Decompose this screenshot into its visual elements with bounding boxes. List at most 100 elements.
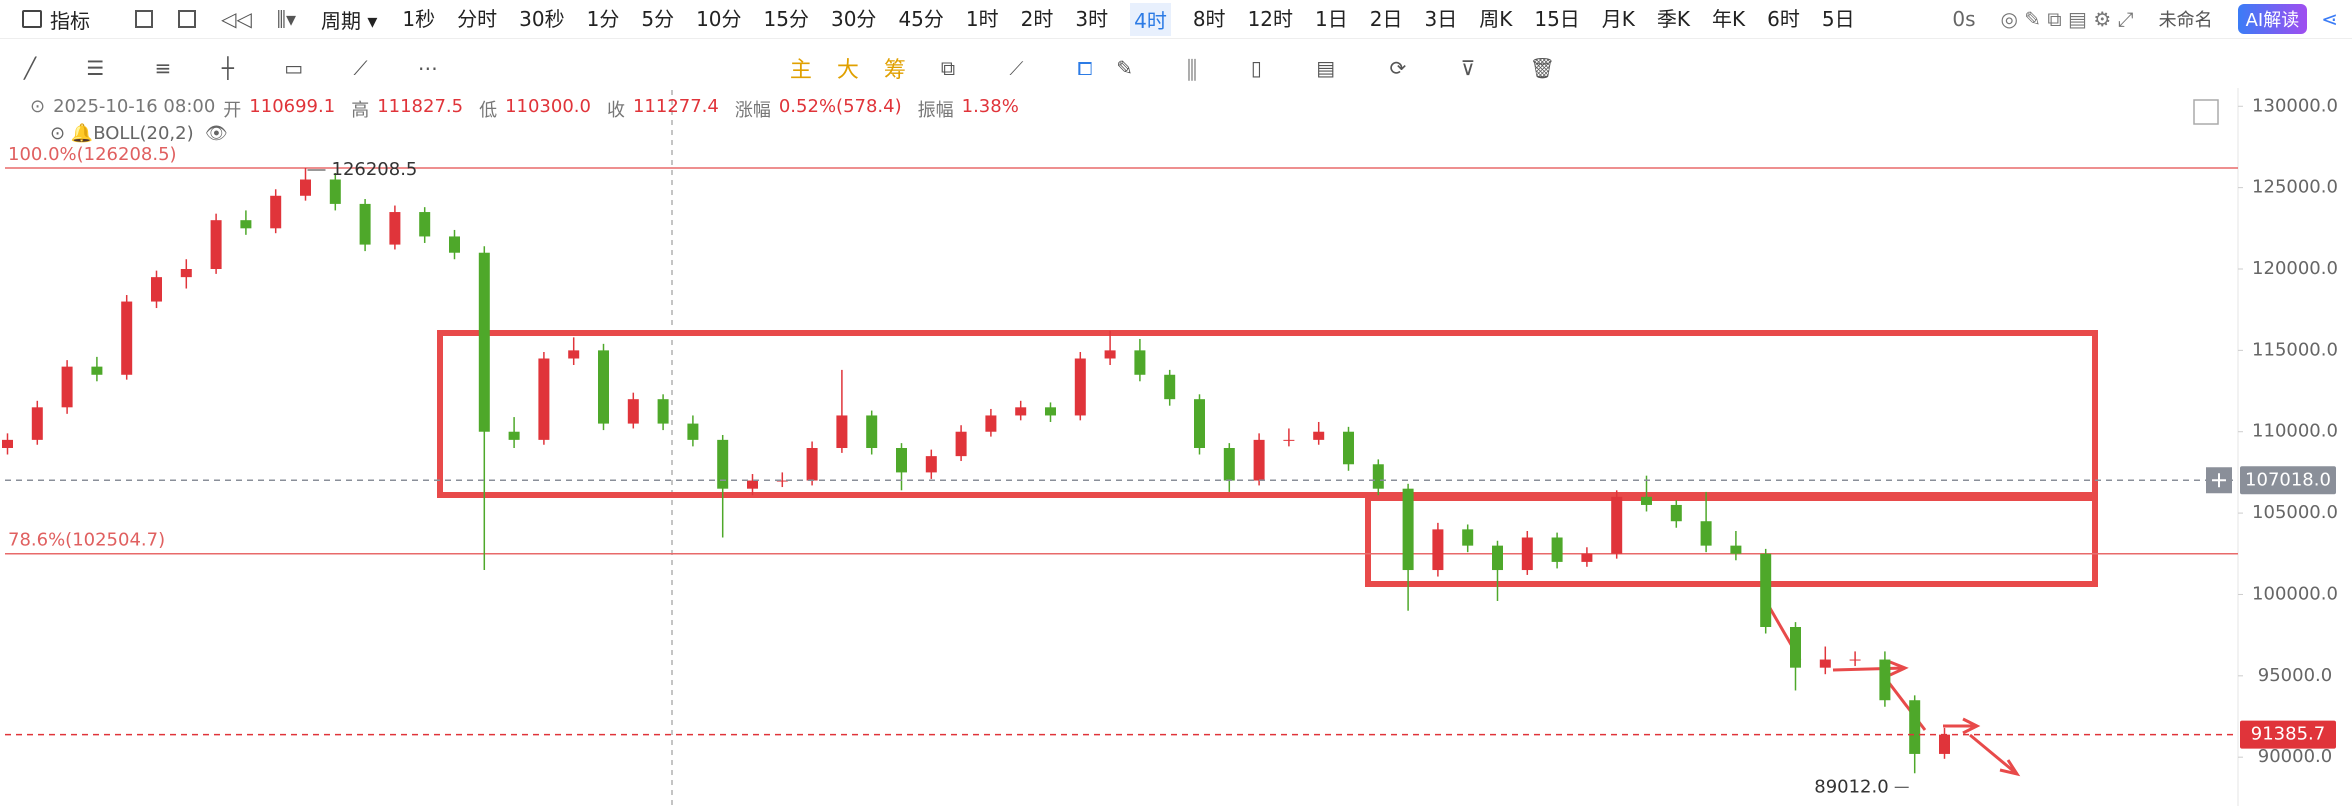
candle-body (1402, 488, 1414, 571)
trend-arrows (1765, 602, 2021, 777)
info-label: 振幅 (917, 100, 954, 121)
y-tick-label: 125000.0 (2252, 177, 2338, 198)
period-option[interactable]: 30分 (830, 6, 877, 31)
candle-body (896, 448, 907, 473)
main-chart-button[interactable]: 主 (789, 58, 812, 83)
candle-body (538, 358, 550, 440)
icon[interactable]: ◁◁ (221, 7, 252, 31)
chips-button[interactable]: 筹 (883, 58, 906, 83)
candle-body (1343, 431, 1354, 465)
candle-body (627, 399, 639, 424)
icon[interactable] (135, 10, 153, 28)
more-tools[interactable]: ⧉ ⟋ ⧠✎ ⫼ ▯ ▤ ⟳ ⊽ 🗑 (940, 56, 1580, 80)
candle-body (836, 415, 848, 448)
period-option[interactable]: 1时 (965, 6, 999, 31)
icon[interactable] (178, 10, 196, 28)
candle-body (925, 456, 937, 473)
candle-body (1134, 350, 1146, 375)
period-option[interactable]: 30秒 (519, 6, 565, 31)
candle-body (180, 269, 192, 278)
y-tick-label: 120000.0 (2252, 258, 2338, 279)
period-option[interactable]: 45分 (898, 6, 944, 31)
info-label: ⊙ (30, 96, 46, 117)
period-option[interactable]: 12时 (1247, 6, 1294, 31)
icon[interactable]: ◎ ✎ ⧉ ▤ ⚙ ⤢ (2000, 7, 2134, 31)
info-label: 涨幅 (734, 100, 771, 121)
fib-label: 78.6%(102504.7) (8, 530, 165, 551)
period-option[interactable]: 1秒 (402, 6, 436, 31)
high-label: 126208.5 (332, 159, 418, 180)
candle-body (1074, 358, 1086, 416)
period-option[interactable]: 月K (1601, 6, 1635, 31)
candle-body (1104, 350, 1116, 359)
period-option[interactable]: 8时 (1192, 6, 1226, 31)
add-icon (2212, 473, 2226, 488)
indicator-legend: ⊙ 🔔BOLL(20,2) 👁 (50, 123, 228, 144)
period-option[interactable]: 5日 (1821, 6, 1855, 31)
candle-body (1670, 504, 1682, 522)
info-label: 低 (479, 100, 498, 121)
fib-label: 100.0%(126208.5) (8, 144, 177, 165)
period-option[interactable]: 3时 (1075, 6, 1109, 31)
candle-body (1849, 659, 1861, 661)
candle-body (449, 236, 460, 253)
period-option[interactable]: 季K (1656, 6, 1691, 31)
info-label: 收 (606, 100, 625, 121)
period-option[interactable]: 15分 (763, 6, 809, 31)
candle-body (1045, 407, 1056, 416)
info-value: 0.52%(578.4) (778, 96, 902, 117)
candle-body (955, 431, 967, 457)
candle-body (776, 480, 788, 482)
layout-name[interactable]: 未命名 (2158, 10, 2213, 31)
datetime: 2025-10-16 08:00 (53, 96, 216, 117)
low-label: 89012.0 (1814, 776, 1888, 797)
candle-body (1223, 448, 1235, 481)
share-icon[interactable]: ⋖ (2321, 7, 2338, 31)
candle-body (747, 480, 758, 489)
period-option[interactable]: 2时 (1020, 6, 1054, 31)
drawing-toolbar: ╱ ☰ ≡ ┼ ▭ ⟋ ⋯ 主 大 筹 ⧉ ⟋ ⧠✎ ⫼ ▯ ▤ ⟳ ⊽ 🗑 (0, 48, 2352, 88)
period-option[interactable]: 分时 (457, 6, 498, 31)
period-option[interactable]: 10分 (696, 6, 742, 31)
candle-body (1581, 553, 1593, 562)
candle-body (1790, 627, 1801, 668)
candle-body (61, 366, 73, 408)
big-order-button[interactable]: 大 (836, 58, 859, 83)
candle-body (1909, 700, 1921, 754)
fullscreen-button[interactable] (2193, 99, 2219, 125)
period-option[interactable]: 周K (1479, 6, 1513, 31)
period-option[interactable]: 2日 (1369, 6, 1403, 31)
icon[interactable]: ⫼▾ (276, 7, 297, 31)
candle-body (300, 179, 311, 196)
period-option[interactable]: 15日 (1534, 6, 1580, 31)
ai-button[interactable]: AI解读 (2237, 4, 2308, 34)
candle-body (1164, 374, 1176, 400)
candle-body (1819, 659, 1831, 668)
range-box (1365, 495, 2098, 587)
candle-body (1313, 431, 1325, 440)
candle-body (240, 220, 252, 229)
candle-body (91, 366, 103, 375)
indicator-button[interactable]: 指标 (50, 8, 90, 33)
candle-body (1492, 545, 1503, 571)
y-tick-label: 95000.0 (2258, 665, 2332, 686)
period-toolbar: 指标 ◁◁ ⫼▾ 周期 ▾ 1秒 分时 30秒 1分 5分 10分 15分 30分 45分 1时 2… (0, 0, 2352, 39)
candle-body (1253, 439, 1265, 481)
candle-body (1194, 399, 1205, 448)
candle-body (687, 423, 699, 440)
candle-body (1700, 521, 1712, 546)
info-value: 111277.4 (632, 96, 719, 117)
period-option[interactable]: 5分 (641, 6, 675, 31)
candle-body (2, 439, 13, 448)
period-option[interactable]: 3日 (1424, 6, 1458, 31)
period-option[interactable]: 年K (1712, 6, 1746, 31)
draw-tools[interactable]: ╱ ☰ ≡ ┼ ▭ ⟋ ⋯ (24, 56, 460, 80)
period-option[interactable]: 4时 (1130, 2, 1171, 36)
period-option[interactable]: 6时 (1767, 6, 1800, 31)
period-option[interactable]: 1日 (1315, 6, 1348, 31)
candle-body (806, 448, 818, 481)
period-option[interactable]: 1分 (586, 6, 620, 31)
candle-body (717, 439, 729, 489)
period-button[interactable]: 周期 ▾ (321, 8, 378, 33)
candle-body (1939, 734, 1950, 754)
